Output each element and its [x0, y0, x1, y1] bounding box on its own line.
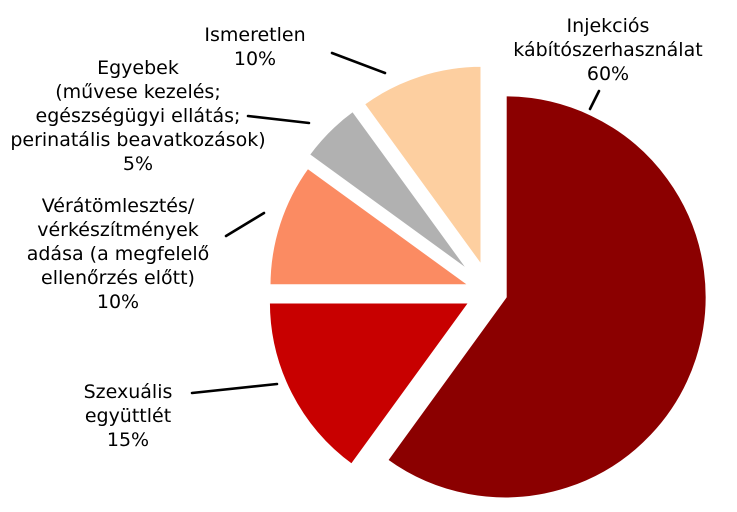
slice-label-egyebek: Egyebek (művese kezelés; egészségügyi el… — [10, 57, 266, 175]
leader-line-egyebek — [246, 114, 311, 125]
pie-slice-szexualis-egyuttlet — [266, 300, 472, 467]
slice-label-szexualis-egyuttlet: Szexuális együttlét 15% — [83, 381, 173, 451]
leader-line-ismeretlen — [330, 51, 387, 75]
pie-slice-ismeretlen — [361, 63, 484, 269]
pie-slice-egyebek — [306, 108, 474, 276]
pie-slice-veratomlesztes — [267, 165, 473, 288]
slice-label-veratomlesztes: Vérátömlesztés/ vérkészítmények adása (a… — [26, 195, 210, 313]
slice-label-ismeretlen: Ismeretlen 10% — [204, 24, 306, 70]
leader-line-veratomlesztes — [224, 211, 266, 238]
slice-label-injekcios-kabitoszerhasznalat: Injekciós kábítószerhasználat 60% — [513, 15, 703, 85]
pie-slice-injekcios-kabitoszerhasznalat — [385, 93, 709, 501]
leader-line-injekcios-kabitoszerhasznalat — [588, 89, 601, 111]
leader-line-szexualis-egyuttlet — [190, 382, 279, 395]
